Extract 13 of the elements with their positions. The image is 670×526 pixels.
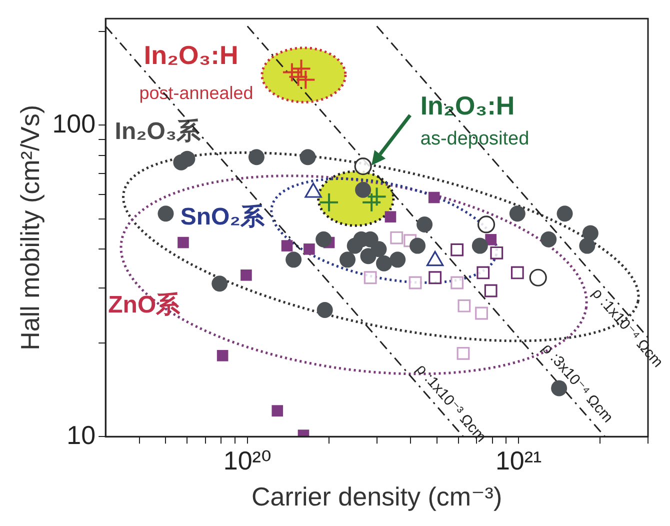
annotation: ZnO系	[108, 292, 182, 319]
annotation: In₂O₃:H	[144, 40, 238, 70]
y-axis-title: Hall mobility (cm²/Vs)	[14, 104, 45, 350]
annotation: as-deposited	[420, 128, 530, 150]
x-tick-label: 10²¹	[495, 445, 542, 476]
y-tick-label: 100	[52, 108, 96, 138]
x-tick-label: 10²⁰	[223, 445, 272, 476]
annotation: SnO₂系	[180, 203, 266, 230]
annotation: In₂O₃:H	[420, 90, 515, 120]
y-tick-label: 10	[66, 420, 96, 450]
annotation: post-annealed	[139, 83, 254, 104]
annotation: In₂O₃系	[114, 118, 202, 145]
x-axis-title: Carrier density (cm⁻³)	[251, 482, 502, 512]
